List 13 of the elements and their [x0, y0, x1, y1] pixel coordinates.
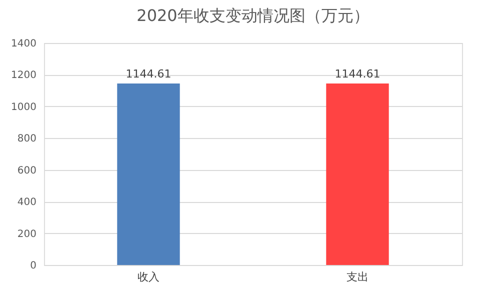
x-tick-label: 收入	[138, 270, 160, 284]
y-tick-label: 1000	[11, 102, 36, 113]
y-tick-label: 400	[17, 197, 36, 208]
data-label: 1144.61	[126, 68, 172, 80]
chart-title: 2020年收支变动情况图（万元）	[136, 6, 370, 25]
y-tick-label: 0	[30, 260, 36, 272]
x-tick-label: 支出	[346, 270, 368, 284]
y-tick-label: 1200	[11, 70, 36, 82]
y-tick-label: 200	[17, 228, 36, 240]
y-tick-label: 1400	[11, 38, 36, 50]
y-tick-label: 800	[17, 134, 36, 145]
data-label: 1144.61	[334, 68, 380, 80]
y-tick-label: 600	[17, 165, 36, 176]
